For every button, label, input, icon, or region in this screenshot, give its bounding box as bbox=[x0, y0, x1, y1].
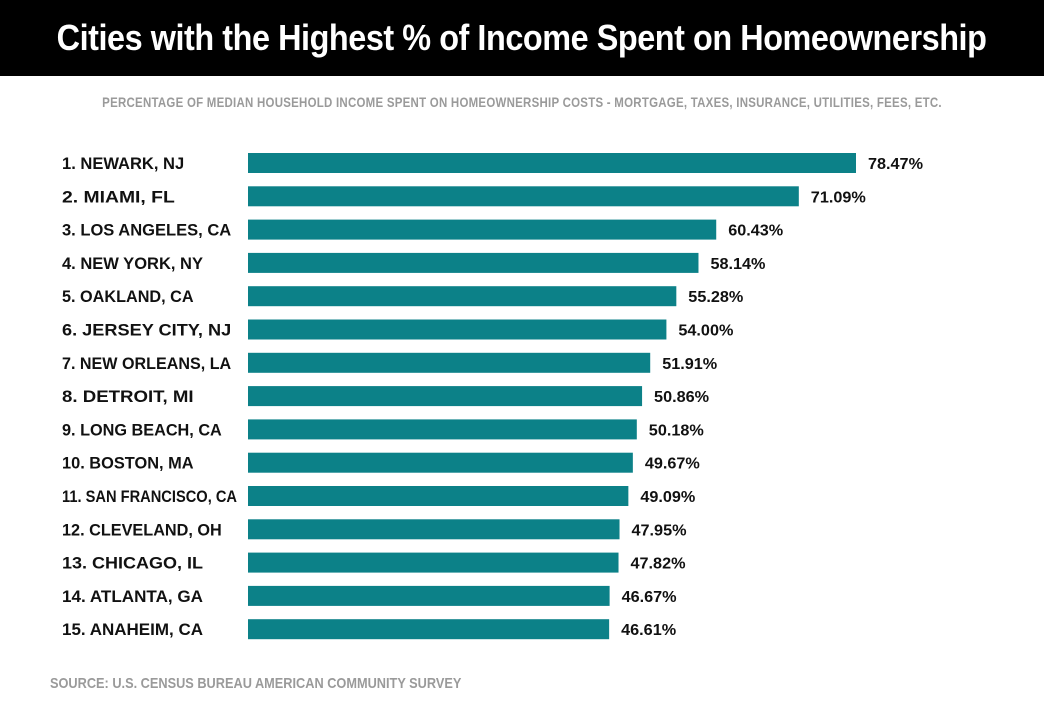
chart-subtitle-text: PERCENTAGE OF MEDIAN HOUSEHOLD INCOME SP… bbox=[102, 94, 942, 110]
bar bbox=[248, 219, 717, 240]
source-text: SOURCE: U.S. CENSUS BUREAU AMERICAN COMM… bbox=[50, 675, 462, 692]
bar bbox=[248, 153, 856, 173]
category-label: 10. BOSTON, MA bbox=[62, 454, 194, 473]
category-label: 15. ANAHEIM, CA bbox=[62, 620, 203, 639]
bar-row: 14. ATLANTA, GA 46.67% bbox=[62, 585, 677, 606]
category-label: 11. SAN FRANCISCO, CA bbox=[62, 487, 237, 506]
value-label: 58.14% bbox=[710, 256, 765, 273]
bar bbox=[248, 252, 699, 273]
category-label: 5. OAKLAND, CA bbox=[62, 287, 194, 306]
category-label: 14. ATLANTA, GA bbox=[62, 587, 203, 606]
chart-subtitle: PERCENTAGE OF MEDIAN HOUSEHOLD INCOME SP… bbox=[0, 94, 1044, 110]
source-note: SOURCE: U.S. CENSUS BUREAU AMERICAN COMM… bbox=[50, 675, 534, 692]
value-label: 49.67% bbox=[645, 456, 700, 473]
category-label: 4. NEW YORK, NY bbox=[62, 254, 204, 273]
bar bbox=[248, 552, 619, 573]
bar-row: 15. ANAHEIM, CA 46.61% bbox=[62, 619, 676, 640]
bar-row: 8. DETROIT, MI 50.86% bbox=[62, 386, 709, 407]
bar-row: 13. CHICAGO, IL 47.82% bbox=[62, 552, 686, 573]
category-label: 1. NEWARK, NJ bbox=[62, 154, 184, 173]
bar bbox=[248, 319, 667, 340]
value-label: 49.09% bbox=[640, 489, 695, 506]
value-label: 71.09% bbox=[811, 189, 866, 206]
bar-row: 3. LOS ANGELES, CA 60.43% bbox=[62, 219, 783, 240]
value-label: 60.43% bbox=[728, 223, 783, 240]
bar bbox=[248, 386, 643, 407]
value-label: 51.91% bbox=[662, 356, 717, 373]
bar-row: 10. BOSTON, MA 49.67% bbox=[62, 452, 700, 473]
value-label: 54.00% bbox=[678, 323, 733, 340]
chart-title: Cities with the Highest % of Income Spen… bbox=[57, 17, 987, 58]
bar-row: 9. LONG BEACH, CA 50.18% bbox=[62, 419, 704, 440]
category-label: 12. CLEVELAND, OH bbox=[62, 520, 222, 539]
bar bbox=[248, 452, 633, 473]
bar bbox=[248, 419, 637, 440]
category-label: 7. NEW ORLEANS, LA bbox=[62, 354, 231, 373]
bar-row: 11. SAN FRANCISCO, CA 49.09% bbox=[62, 486, 695, 506]
bar bbox=[248, 352, 651, 373]
bar bbox=[248, 619, 610, 640]
bar-chart: 1. NEWARK, NJ 78.47% 2. MIAMI, FL 71.09% 3. … bbox=[62, 153, 923, 640]
value-label: 78.47% bbox=[868, 156, 923, 173]
category-label: 13. CHICAGO, IL bbox=[62, 554, 203, 573]
bar bbox=[248, 186, 799, 207]
category-label: 2. MIAMI, FL bbox=[62, 187, 175, 206]
category-label: 8. DETROIT, MI bbox=[62, 387, 194, 406]
value-label: 47.95% bbox=[632, 522, 687, 539]
bar bbox=[248, 286, 677, 307]
value-label: 47.82% bbox=[631, 556, 686, 573]
bar-row: 4. NEW YORK, NY 58.14% bbox=[62, 252, 765, 273]
bar bbox=[248, 585, 610, 606]
bar-row: 2. MIAMI, FL 71.09% bbox=[62, 186, 866, 207]
value-label: 55.28% bbox=[688, 289, 743, 306]
value-label: 46.67% bbox=[622, 589, 677, 606]
bar-row: 6. JERSEY CITY, NJ 54.00% bbox=[62, 319, 733, 340]
bar-row: 7. NEW ORLEANS, LA 51.91% bbox=[62, 352, 717, 373]
bar-row: 12. CLEVELAND, OH 47.95% bbox=[62, 519, 687, 540]
category-label: 6. JERSEY CITY, NJ bbox=[62, 321, 231, 340]
bar bbox=[248, 519, 620, 540]
bar-row: 1. NEWARK, NJ 78.47% bbox=[62, 153, 923, 173]
value-label: 46.61% bbox=[621, 622, 676, 639]
category-label: 9. LONG BEACH, CA bbox=[62, 420, 222, 439]
bar-row: 5. OAKLAND, CA 55.28% bbox=[62, 286, 743, 307]
value-label: 50.86% bbox=[654, 389, 709, 406]
category-label: 3. LOS ANGELES, CA bbox=[62, 221, 231, 240]
bar bbox=[248, 486, 629, 506]
title-bar: Cities with the Highest % of Income Spen… bbox=[0, 0, 1044, 76]
value-label: 50.18% bbox=[649, 422, 704, 439]
